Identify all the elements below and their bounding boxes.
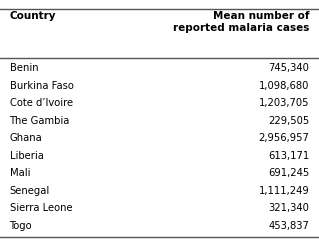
Text: 321,340: 321,340 <box>269 203 309 213</box>
Text: 453,837: 453,837 <box>269 221 309 231</box>
Text: 2,956,957: 2,956,957 <box>259 133 309 143</box>
Text: Liberia: Liberia <box>10 151 43 161</box>
Text: Cote d’Ivoire: Cote d’Ivoire <box>10 98 73 108</box>
Text: 229,505: 229,505 <box>268 116 309 126</box>
Text: The Gambia: The Gambia <box>10 116 70 126</box>
Text: Country: Country <box>10 11 56 21</box>
Text: 691,245: 691,245 <box>268 168 309 178</box>
Text: Mean number of
reported malaria cases: Mean number of reported malaria cases <box>173 11 309 33</box>
Text: 1,098,680: 1,098,680 <box>259 81 309 91</box>
Text: 745,340: 745,340 <box>269 63 309 73</box>
Text: Senegal: Senegal <box>10 186 50 196</box>
Text: Togo: Togo <box>10 221 32 231</box>
Text: 1,111,249: 1,111,249 <box>259 186 309 196</box>
Text: Ghana: Ghana <box>10 133 42 143</box>
Text: 613,171: 613,171 <box>268 151 309 161</box>
Text: 1,203,705: 1,203,705 <box>259 98 309 108</box>
Text: Benin: Benin <box>10 63 38 73</box>
Text: Sierra Leone: Sierra Leone <box>10 203 72 213</box>
Text: Mali: Mali <box>10 168 30 178</box>
Text: Burkina Faso: Burkina Faso <box>10 81 73 91</box>
